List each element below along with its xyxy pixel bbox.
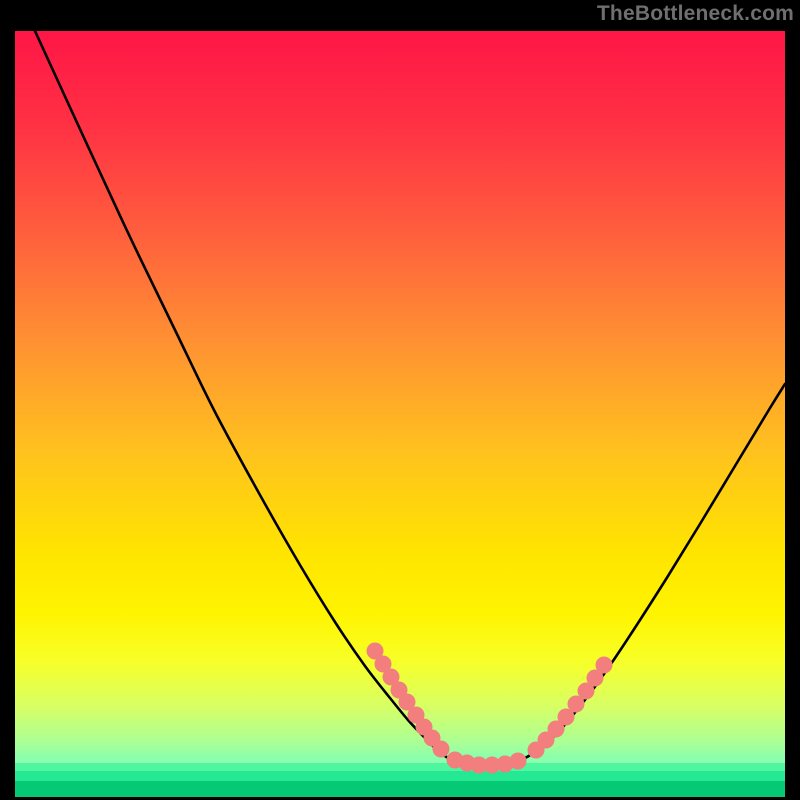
- marker-dot-right: [596, 657, 613, 674]
- marker-dot-bottom: [510, 753, 527, 770]
- bottom-bands: [15, 757, 785, 797]
- marker-dot-left: [433, 741, 450, 758]
- bottleneck-chart: [0, 0, 800, 800]
- watermark-text: TheBottleneck.com: [597, 2, 794, 26]
